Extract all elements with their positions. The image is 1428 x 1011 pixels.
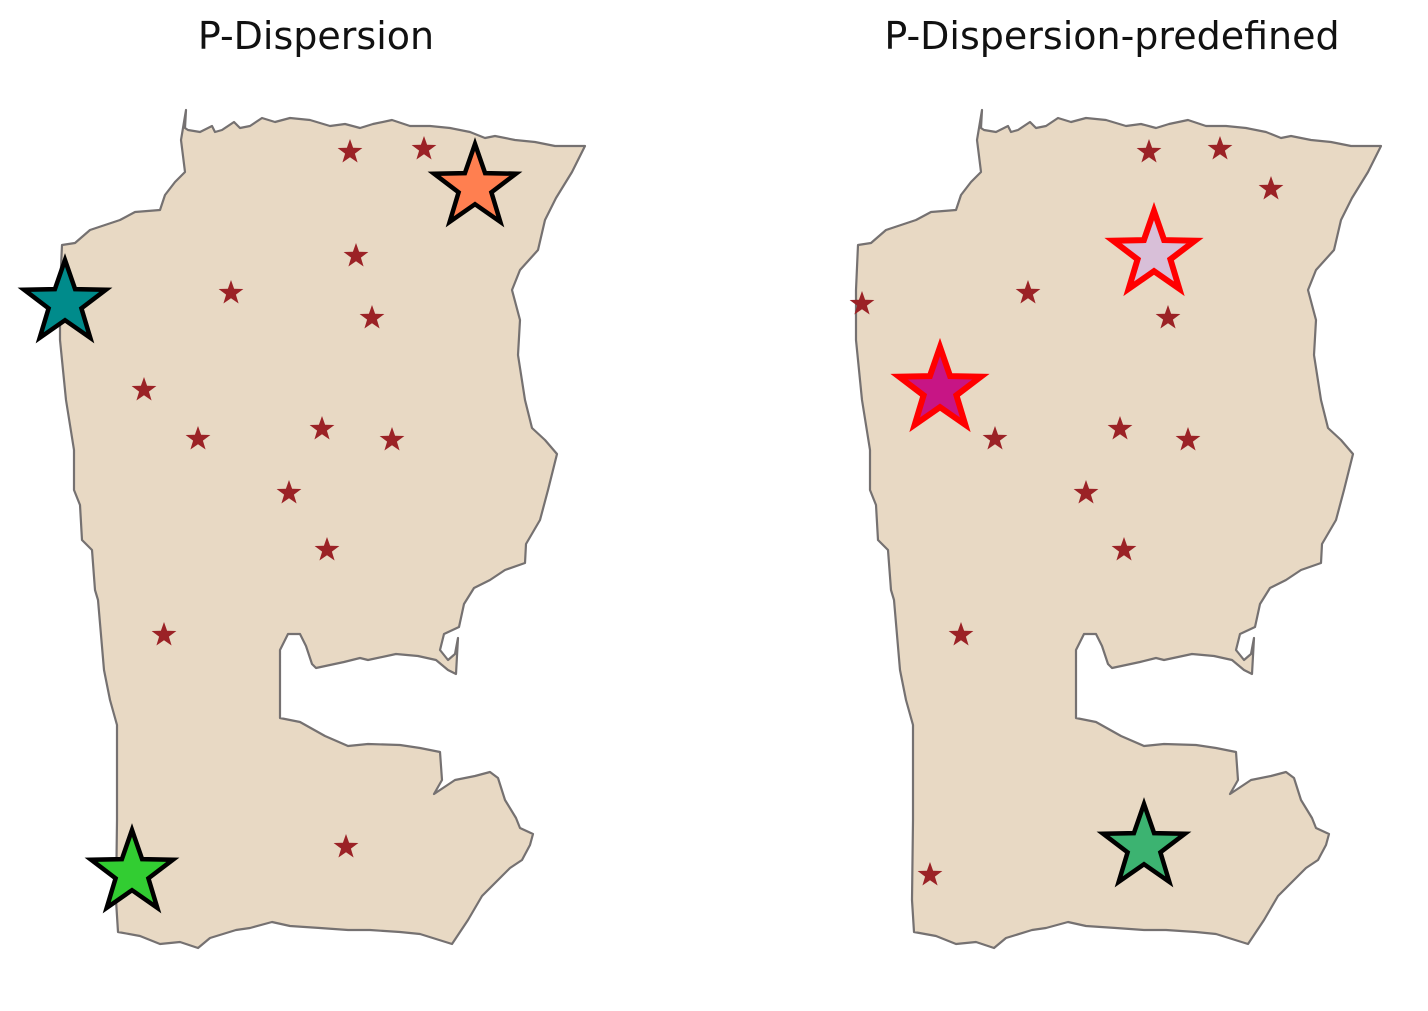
candidate-facility-marker xyxy=(343,243,369,267)
region-outline-left xyxy=(58,108,587,950)
candidate-facility-marker xyxy=(1107,416,1133,440)
candidate-facility-marker xyxy=(982,426,1008,450)
candidate-facility-marker xyxy=(1136,139,1162,163)
candidate-facility-marker xyxy=(218,280,244,304)
selected-facility-marker xyxy=(84,823,180,914)
panel-title-right: P-Dispersion-predefined xyxy=(884,14,1340,58)
candidate-facility-marker xyxy=(131,377,157,401)
candidate-facility-marker xyxy=(948,622,974,646)
candidate-facility-marker xyxy=(1015,280,1041,304)
candidate-facility-marker xyxy=(333,834,359,858)
candidate-facility-marker xyxy=(151,622,177,646)
candidate-facility-marker xyxy=(1155,305,1181,329)
candidate-facility-marker xyxy=(1175,427,1201,451)
candidate-facility-marker xyxy=(359,305,385,329)
candidate-facility-marker xyxy=(276,480,302,504)
candidate-facility-marker xyxy=(917,862,943,886)
candidate-facility-marker xyxy=(1207,136,1233,160)
region-outline-right xyxy=(854,108,1383,950)
candidate-facility-marker xyxy=(379,427,405,451)
candidate-facility-marker xyxy=(411,136,437,160)
selected-facility-marker xyxy=(1096,797,1192,888)
candidate-facility-marker xyxy=(849,291,875,315)
selected-facility-marker xyxy=(1104,201,1204,297)
candidate-facility-marker xyxy=(185,426,211,450)
selected-facility-marker xyxy=(427,137,523,228)
candidate-facility-marker xyxy=(314,537,340,561)
selected-facility-marker xyxy=(17,253,113,344)
selected-facility-marker xyxy=(890,337,990,433)
candidate-facility-marker xyxy=(1258,176,1284,200)
candidate-facility-marker xyxy=(1111,537,1137,561)
candidate-facility-marker xyxy=(309,416,335,440)
facility-markers xyxy=(17,136,1284,914)
panel-title-left: P-Dispersion xyxy=(197,14,435,58)
candidate-facility-marker xyxy=(337,139,363,163)
candidate-facility-marker xyxy=(1073,480,1099,504)
